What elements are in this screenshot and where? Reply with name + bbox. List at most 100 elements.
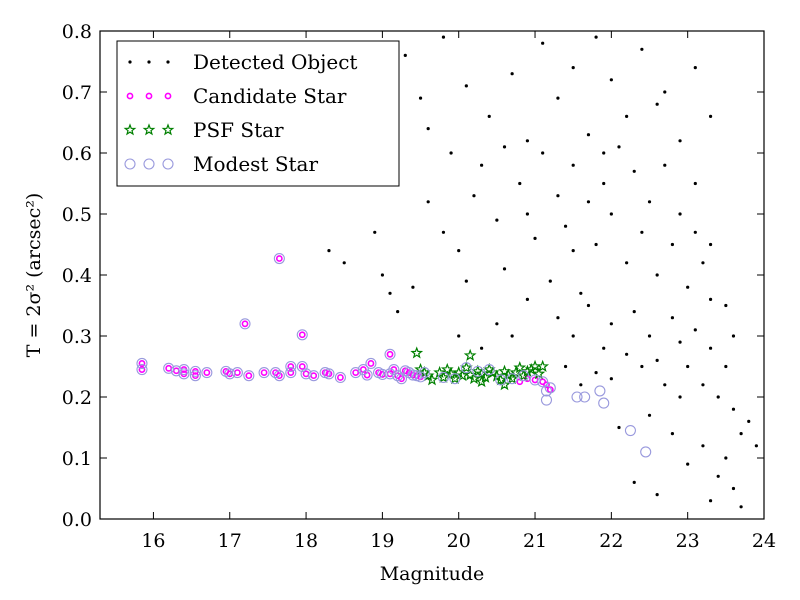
candidate-star-point [287,363,295,370]
detected-object-point [571,66,575,70]
y-axis-label: T = 2σ² (arcsec²) [23,193,45,358]
detected-object-point [594,371,598,375]
detected-object-point [617,425,621,430]
detected-object-point [403,53,407,58]
modest-star-point [506,373,518,385]
detected-object-point [716,395,720,399]
x-tick-label: 20 [447,530,471,552]
series-1 [138,255,554,394]
detected-object-point [632,169,636,173]
series-0 [327,35,758,509]
modest-star-point [170,365,182,377]
x-axis-label: Magnitude [380,563,485,585]
detected-object-point [693,66,697,70]
modest-star-point [598,397,610,409]
psf-star-point [425,373,439,386]
detected-object-point [541,151,545,155]
modest-star-point [540,385,553,397]
detected-object-point [457,249,461,253]
detected-object-point [655,358,659,362]
detected-object-point [625,114,629,118]
legend-entry: Candidate Star [126,84,347,108]
detected-object-point [655,273,659,277]
detected-object-point [663,163,667,167]
modest-star-point [449,373,461,385]
detected-object-point [556,316,560,320]
modest-star-point [594,385,606,397]
modest-star-point [231,367,243,379]
modest-star-point [178,363,190,376]
detected-object-point [602,181,606,186]
detected-object-point [708,346,713,350]
detected-object-point [510,72,514,76]
detected-object-point [708,242,713,247]
detected-object-point [678,340,682,344]
detected-object-point [739,505,743,509]
psf-star-point [536,359,550,372]
detected-object-point [670,316,675,320]
detected-object-point [533,236,537,240]
detected-object-point [457,334,461,338]
modest-star-point [163,362,175,374]
legend-marker [128,60,132,64]
candidate-star-point [310,372,318,380]
detected-object-point [609,322,613,326]
detected-object-point [441,35,446,39]
detected-object-point [548,279,552,283]
detected-object-point [724,303,728,308]
detected-object-point [571,334,575,338]
y-tick-label: 0.4 [62,265,92,287]
detected-object-point [373,230,377,234]
detected-object-point [693,230,697,234]
psf-star-point [505,371,519,385]
detected-object-point [663,90,667,94]
modest-star-point [273,370,285,382]
psf-star-point [521,364,534,377]
detected-object-point [602,151,606,155]
detected-object-point [495,322,499,326]
detected-object-point [632,480,636,484]
modest-star-point [365,357,377,370]
detected-object-point [449,151,453,155]
psf-star-point [463,348,477,361]
detected-object-point [609,212,613,216]
candidate-star-point [298,363,306,370]
x-tick-label: 22 [599,530,623,552]
detected-object-point [693,328,697,332]
detected-object-point [342,261,346,265]
detected-object-point [609,78,613,82]
detected-object-point [594,35,598,39]
detected-object-point [563,364,568,369]
detected-object-point [426,200,430,204]
modest-star-point [384,348,396,360]
modest-star-point [624,424,636,437]
detected-object-point [708,297,713,301]
modest-star-point [460,362,472,374]
legend-marker [145,92,153,100]
legend-marker [124,158,136,170]
modest-star-point [540,394,553,406]
detected-object-point [571,163,575,167]
detected-object-point [556,194,560,198]
candidate-star-point [543,381,550,389]
modest-star-point [357,363,369,376]
detected-object-point [686,364,690,369]
psf-star-point [459,361,473,374]
detected-object-point [518,181,522,186]
detected-object-point [747,419,751,423]
modest-star-point [495,374,507,386]
candidate-star-point [138,360,146,367]
detected-object-point [541,41,545,45]
detected-object-point [731,407,736,411]
modest-star-point [640,446,652,458]
modest-star-point [300,368,312,380]
modest-star-point [437,371,449,384]
detected-object-point [602,346,606,350]
detected-object-point [754,444,758,448]
modest-star-point [285,360,297,373]
modest-star-point [376,368,388,380]
detected-object-point [655,102,659,106]
modest-star-point [189,365,201,377]
detected-object-point [693,181,697,186]
candidate-star-point [245,372,253,380]
